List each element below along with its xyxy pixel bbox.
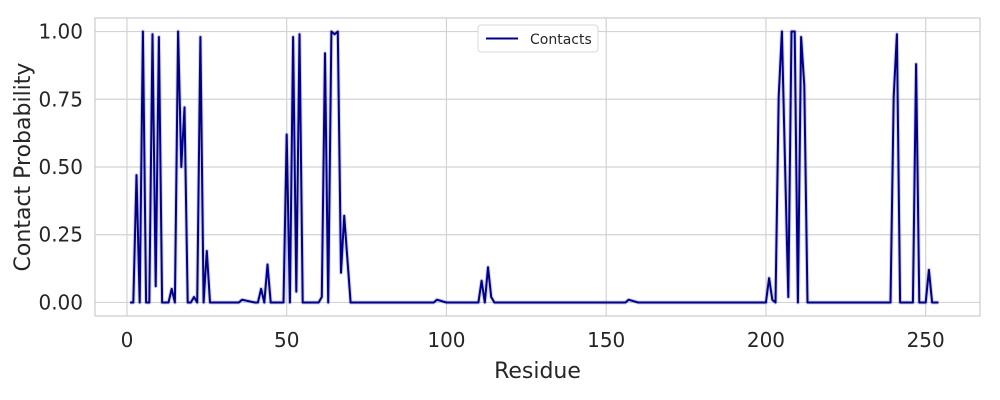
legend-label-contacts: Contacts bbox=[530, 32, 592, 48]
series-line-contacts bbox=[130, 30, 939, 304]
legend: Contacts bbox=[477, 24, 599, 53]
x-tick-label: 200 bbox=[747, 328, 785, 352]
x-tick-label: 0 bbox=[121, 328, 134, 352]
tick-labels: 0 50 100 150 200 250 0.00 0.25 0.50 0.75 1.00 bbox=[38, 20, 944, 352]
x-tick-label: 250 bbox=[907, 328, 945, 352]
grid-layer bbox=[95, 18, 980, 316]
y-tick-label: 0.25 bbox=[38, 223, 83, 247]
x-axis-label: Residue bbox=[494, 359, 581, 384]
y-tick-label: 1.00 bbox=[38, 20, 83, 44]
x-tick-label: 100 bbox=[427, 328, 465, 352]
plot-frame bbox=[94, 17, 981, 317]
y-axis-label: Contact Probability bbox=[11, 63, 36, 272]
x-tick-label: 50 bbox=[274, 328, 299, 352]
y-tick-label: 0.50 bbox=[38, 155, 83, 179]
series-layer bbox=[130, 29, 939, 305]
x-tick-label: 150 bbox=[587, 328, 625, 352]
legend-box bbox=[477, 24, 599, 53]
y-tick-label: 0.75 bbox=[38, 87, 83, 111]
y-tick-label: 0.00 bbox=[38, 290, 83, 314]
